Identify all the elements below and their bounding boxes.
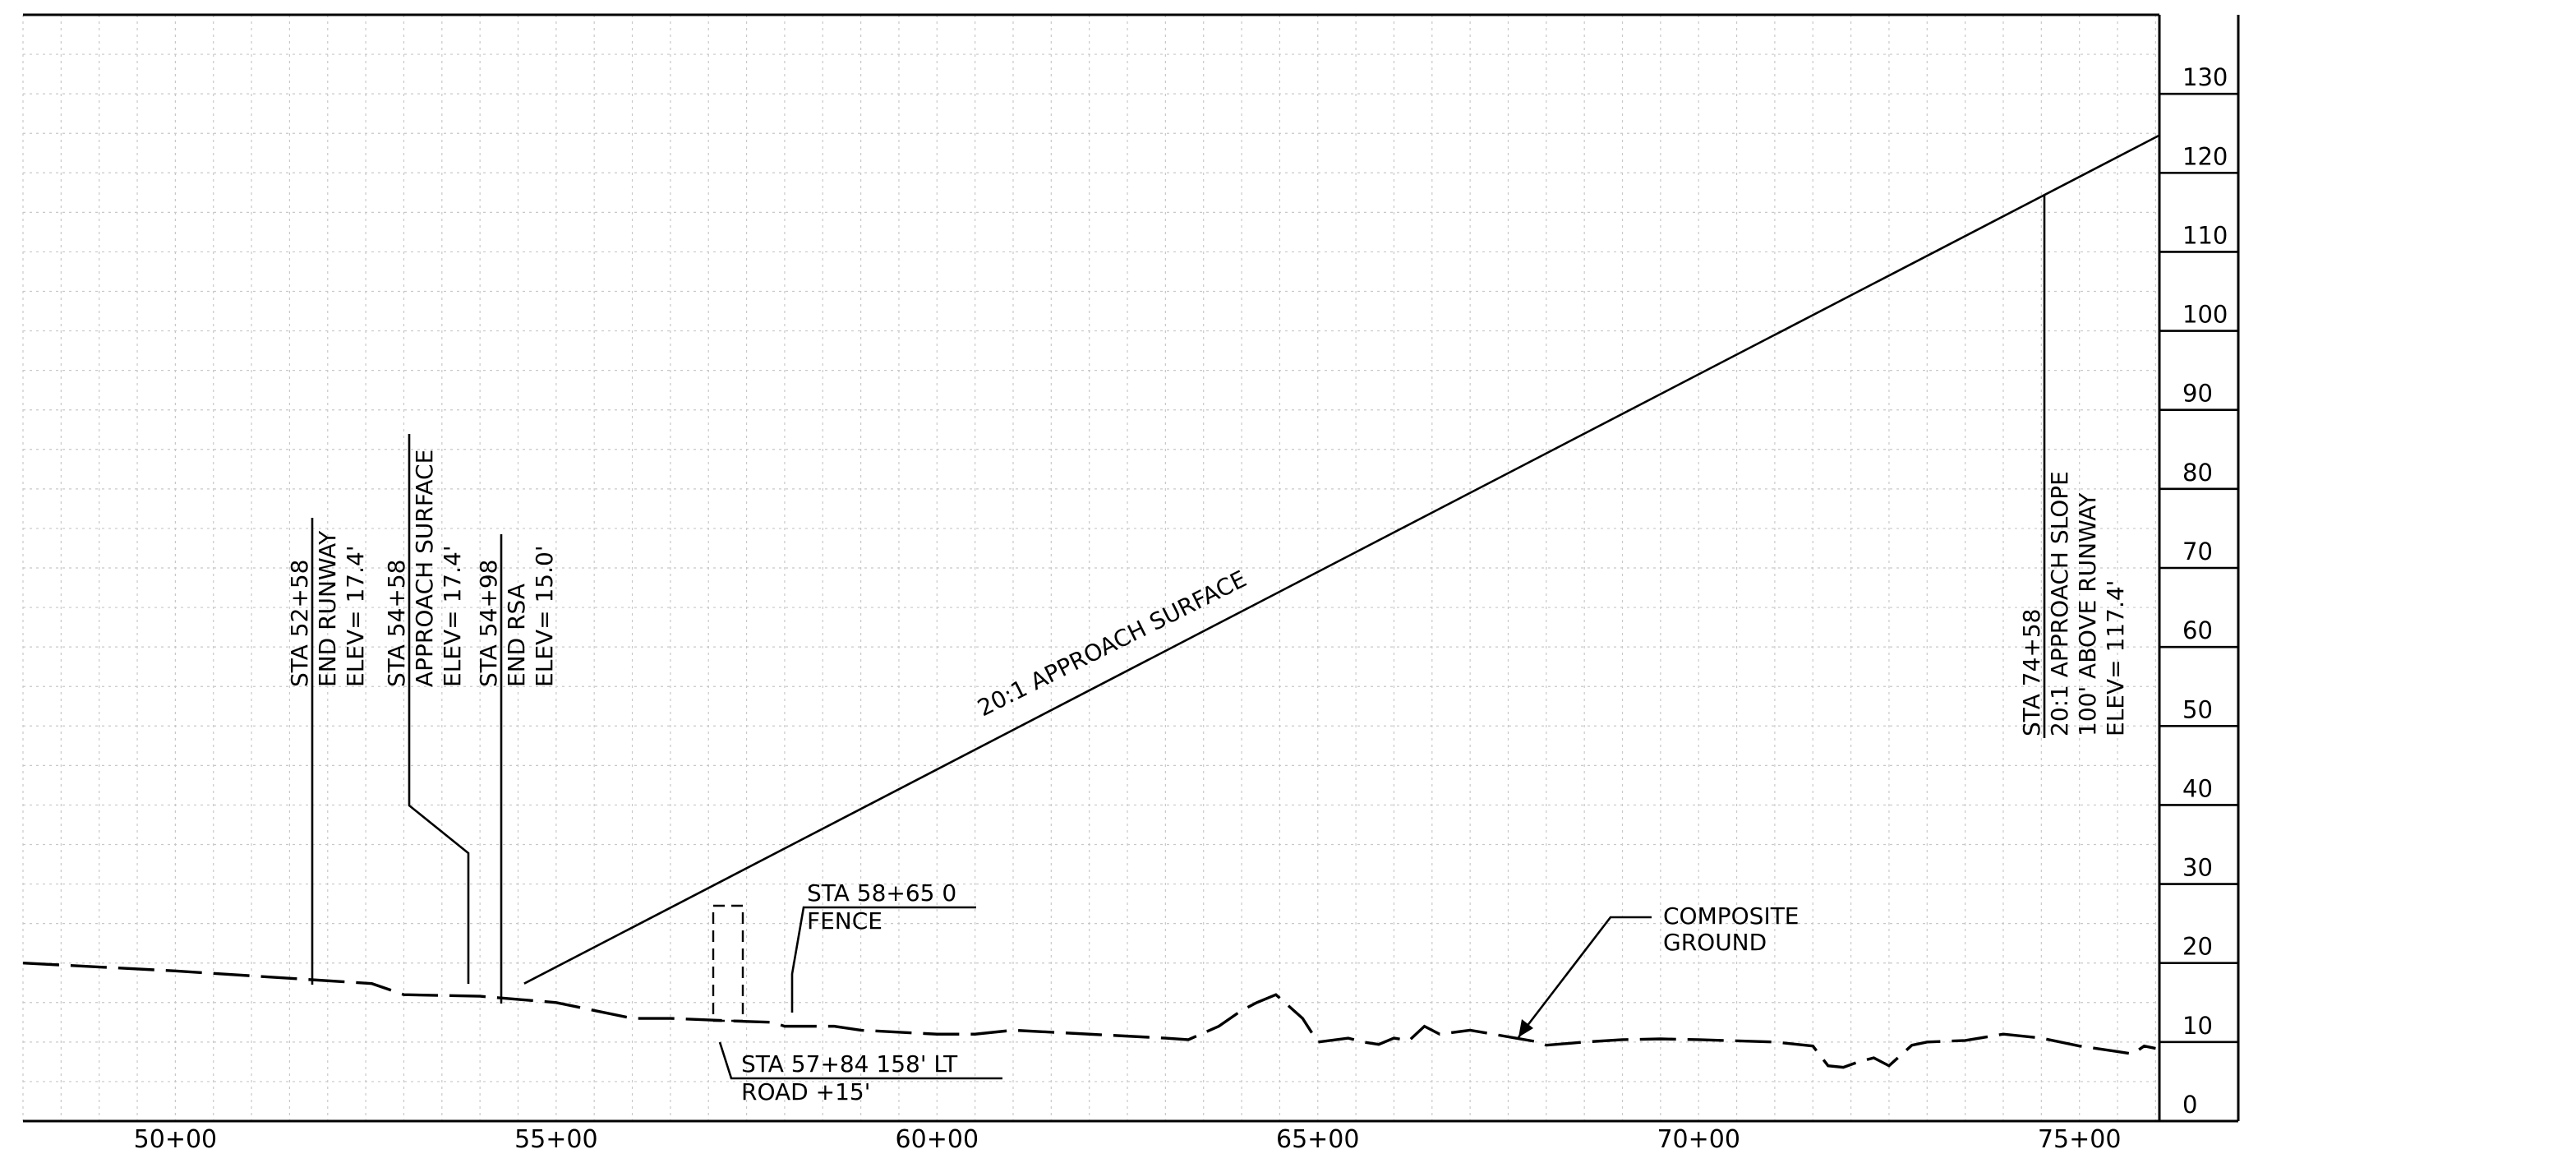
approach-surface-label: 20:1 APPROACH SURFACE [973, 565, 1251, 722]
elevation-tick-label: 60 [2182, 616, 2213, 644]
station-tick-label: 75+00 [2038, 1125, 2121, 1154]
station-tick-label: 65+00 [1276, 1125, 1359, 1154]
callout-end-rsa: STA 54+98 END RSA ELEV= 15.0' [475, 545, 558, 687]
elevation-tick-label: 40 [2182, 774, 2213, 802]
elevation-tick-label: 130 [2182, 63, 2228, 91]
leader-road [718, 1041, 1002, 1080]
approach-surface-line [523, 134, 2160, 985]
elevation-tick-label: 110 [2182, 221, 2228, 249]
station-tick-label: 55+00 [514, 1125, 597, 1154]
callout-sta-74: STA 74+58 20:1 APPROACH SLOPE 100' ABOVE… [2018, 464, 2129, 736]
elevation-tick-label: 70 [2182, 538, 2213, 565]
callout-road: STA 57+84 158' LT ROAD +15' [741, 1050, 965, 1105]
elevation-tick-label: 0 [2182, 1091, 2197, 1119]
frame [23, 13, 2240, 1123]
elevation-tick-label: 90 [2182, 380, 2213, 408]
leader-approach-surface [408, 434, 470, 984]
callouts: STA 52+58 END RUNWAY ELEV= 17.4' STA 54+… [286, 442, 2129, 736]
callout-end-runway: STA 52+58 END RUNWAY ELEV= 17.4' [286, 524, 369, 687]
elevation-tick-label: 120 [2182, 142, 2228, 170]
callout-fence: STA 58+65 0 FENCE [807, 879, 964, 935]
station-tick-label: 70+00 [1657, 1125, 1740, 1154]
elevation-tick-label: 20 [2182, 933, 2213, 961]
elevation-tick-label: 30 [2182, 854, 2213, 882]
composite-ground-line [22, 962, 2156, 1069]
callout-approach-surface-start: STA 54+58 APPROACH SURFACE ELEV= 17.4' [383, 442, 466, 687]
elevation-tick-label: 50 [2182, 695, 2213, 723]
callout-composite-ground: COMPOSITE GROUND [1663, 902, 1806, 956]
leaders [311, 195, 2046, 1080]
horizontal-callouts: STA 58+65 0 FENCE STA 57+84 158' LT ROAD… [741, 879, 1806, 1105]
grid [22, 15, 2159, 1121]
elevation-tick-label: 100 [2182, 301, 2228, 329]
composite-ground-arrowhead [1518, 1019, 1533, 1037]
station-tick-label: 60+00 [896, 1125, 979, 1154]
station-tick-label: 50+00 [134, 1125, 217, 1154]
leader-fence [790, 906, 976, 1013]
elevation-scale: 0 10 20 30 40 50 60 70 80 90 100 110 120 130 [2159, 63, 2238, 1119]
leader-composite-ground [1517, 916, 1652, 1038]
profile-lines [22, 134, 2160, 1069]
station-scale: 50+00 55+00 60+00 65+00 70+00 75+00 [134, 1125, 2122, 1154]
elevation-tick-label: 10 [2182, 1012, 2213, 1040]
elevation-tick-label: 80 [2182, 459, 2213, 487]
